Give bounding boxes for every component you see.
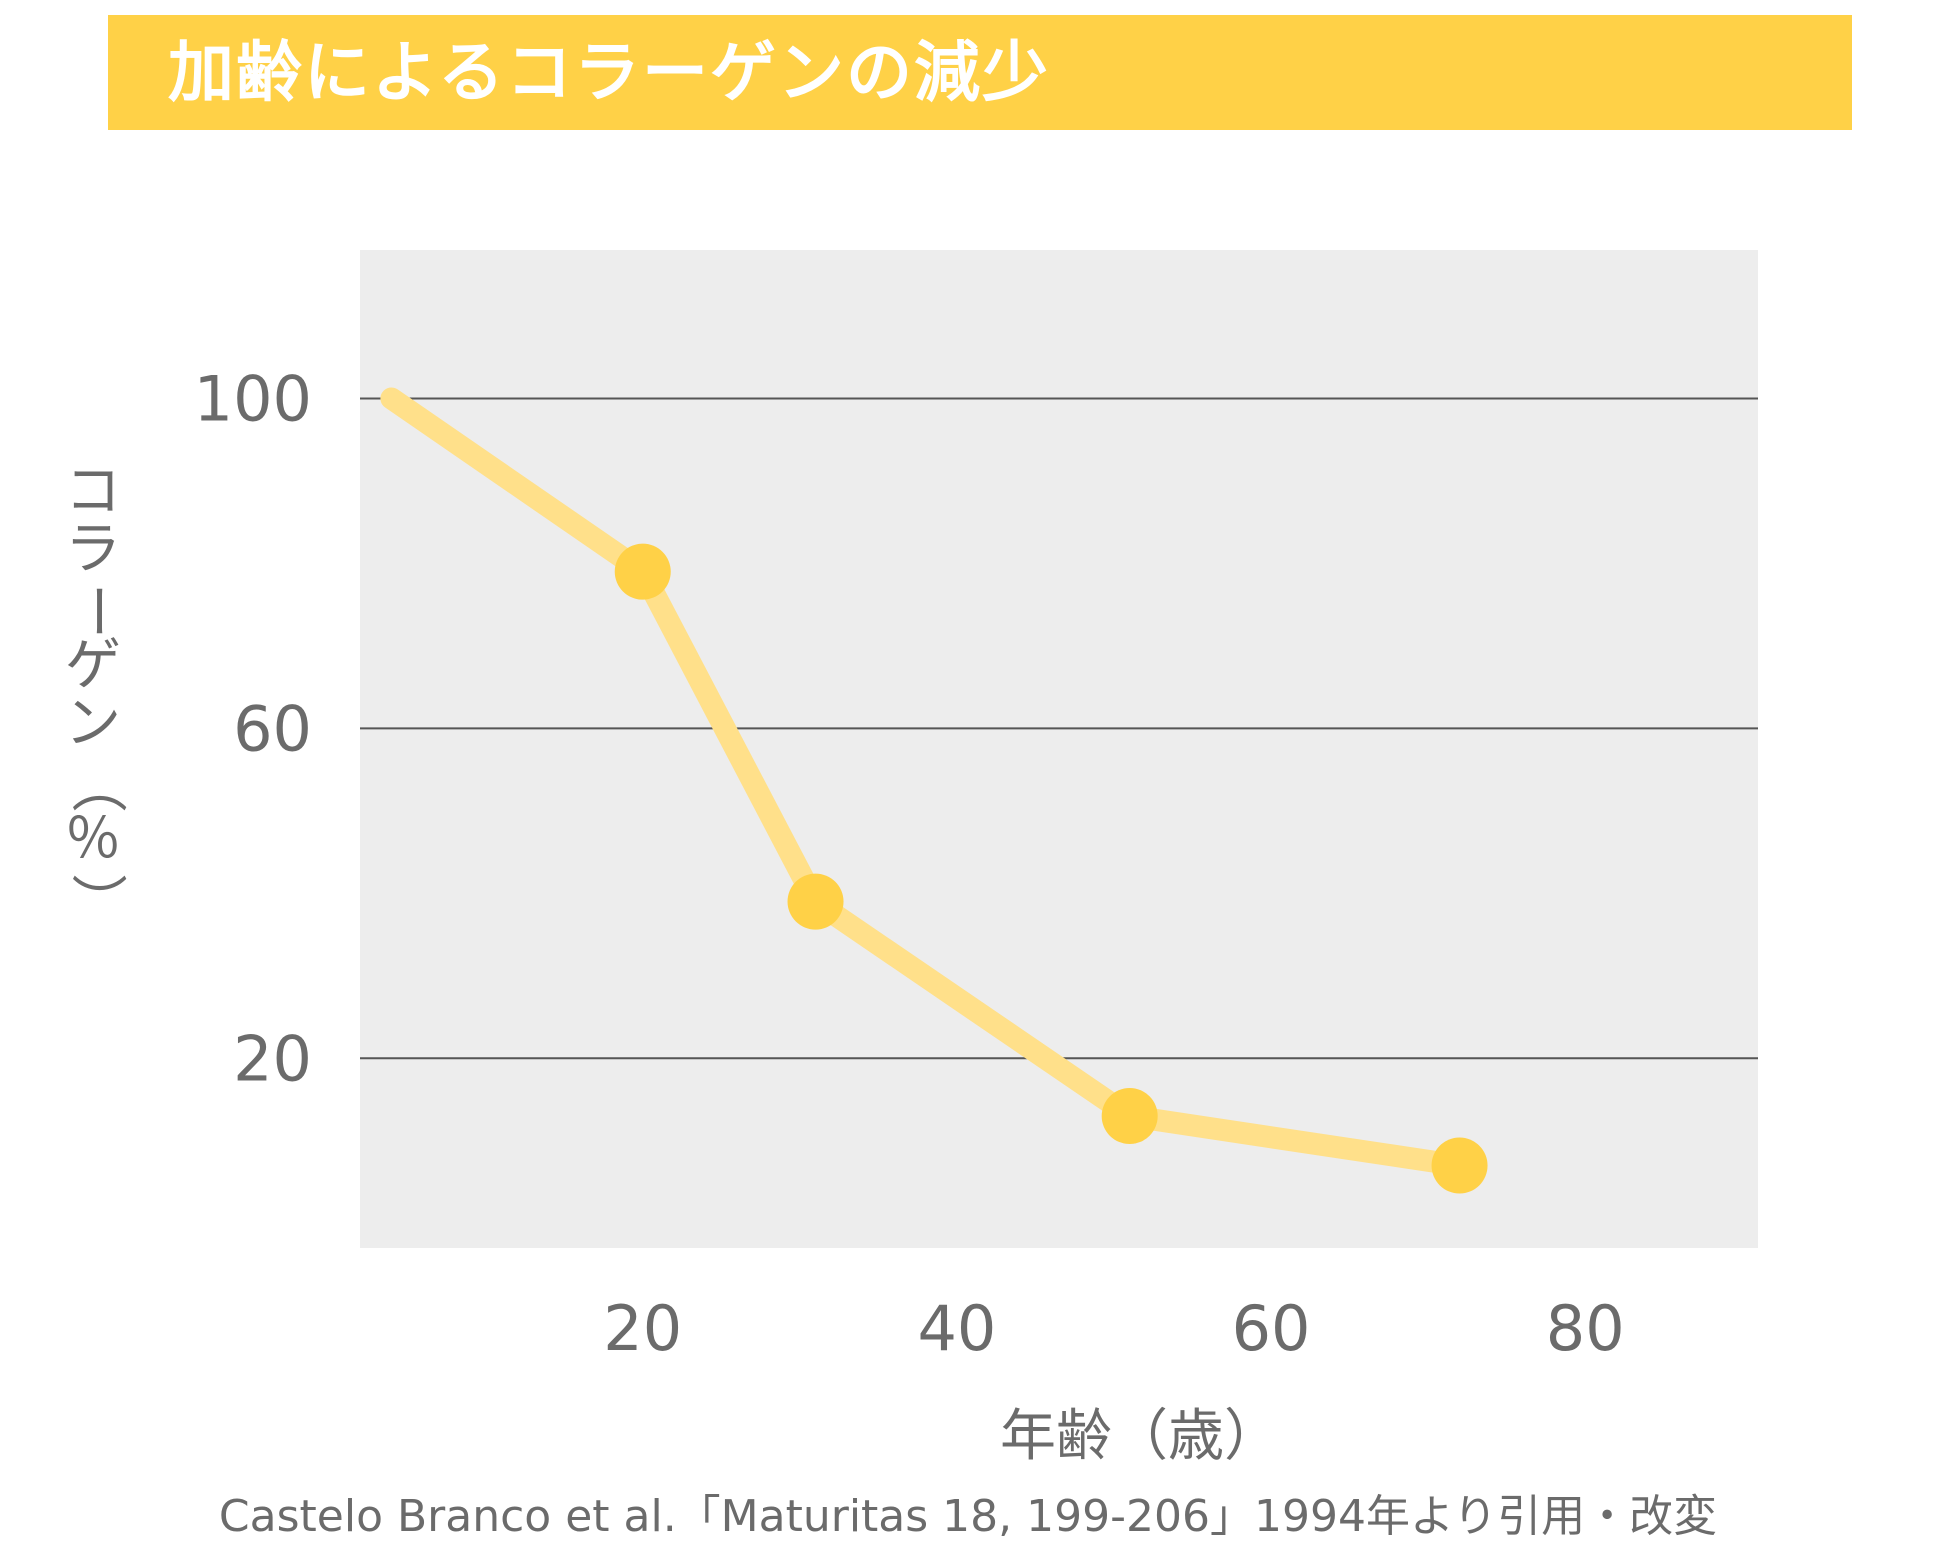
y-axis-label-char: コ — [65, 459, 121, 524]
y-axis-label-char: ラ — [65, 517, 121, 582]
x-tick-label-20: 20 — [603, 1292, 682, 1365]
series-collagen — [380, 387, 1488, 1194]
x-tick-label-80: 80 — [1546, 1292, 1625, 1365]
y-axis-label-char: ） — [64, 873, 129, 929]
y-tick-label-60: 60 — [233, 692, 312, 765]
x-tick-label-60: 60 — [1232, 1292, 1311, 1365]
y-axis-label-char: ％ — [65, 807, 121, 872]
data-point-51 — [1101, 1088, 1158, 1145]
source-citation: Castelo Branco et al.「Maturitas 18, 199-… — [218, 1491, 1718, 1542]
data-point-20 — [614, 543, 671, 600]
y-tick-label-20: 20 — [233, 1022, 312, 1095]
data-point-72 — [1431, 1137, 1488, 1194]
y-axis-ticks: 20 60 100 — [194, 362, 312, 1095]
x-tick-label-40: 40 — [917, 1292, 996, 1365]
y-axis-label-char: ン — [65, 691, 121, 756]
x-axis-ticks: 20 40 60 80 — [603, 1292, 1624, 1365]
y-axis-label-char: ー — [64, 583, 129, 639]
y-tick-label-100: 100 — [194, 362, 312, 435]
y-axis-label-char: （ — [64, 757, 129, 813]
y-axis-label-char: ゲ — [65, 633, 121, 698]
x-axis-label: 年齢（歳） — [1000, 1404, 1280, 1469]
data-point-31 — [787, 873, 844, 930]
title-bar: 加齢によるコラーゲンの減少 — [108, 15, 1852, 130]
y-axis-label: コラーゲン（％） — [64, 459, 129, 929]
plot-area — [360, 250, 1758, 1248]
chart-title: 加齢によるコラーゲンの減少 — [168, 34, 1051, 111]
